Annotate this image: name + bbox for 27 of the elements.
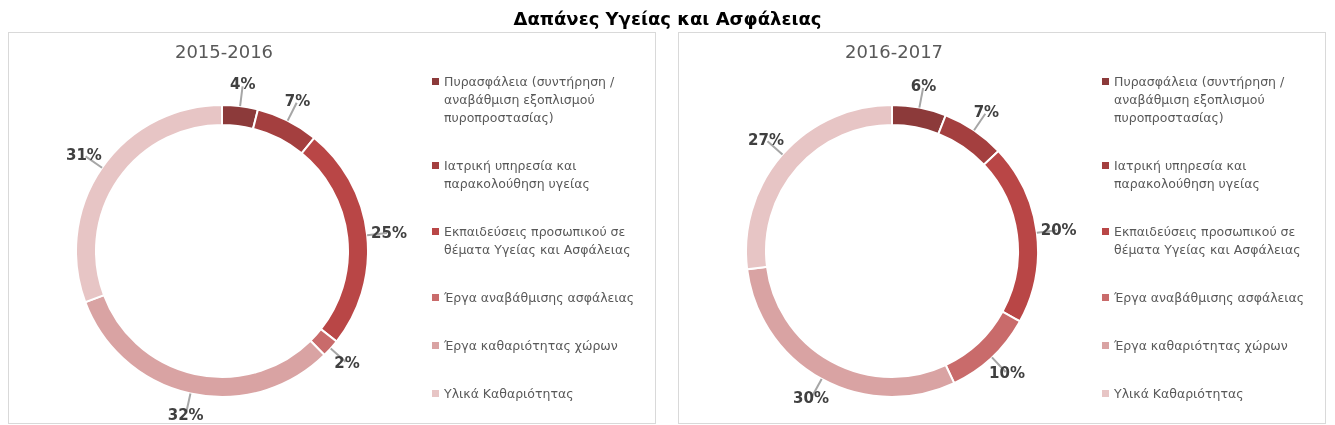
data-label: 31% [66,146,102,165]
legend-label: Πυρασφάλεια (συντήρηση / αναβάθμιση εξοπλισμού πυροπροστασίας) [444,73,616,127]
data-label: 25% [371,223,407,242]
legend-label: Ιατρική υπηρεσία και παρακολούθηση υγείας [444,157,591,193]
legend-label: Έργα αναβάθμισης ασφάλειας [1114,289,1305,307]
legend-label: Εκπαιδεύσεις προσωπικού σε θέματα Υγείας και Ασφάλειας [1114,223,1302,259]
legend-label: Έργα καθαριότητας χώρων [444,337,618,355]
data-label: 30% [793,389,830,408]
data-label: 10% [989,364,1025,383]
data-label: 27% [748,130,784,149]
data-label: 6% [910,76,937,95]
legend-label: Έργα αναβάθμισης ασφάλειας [444,289,635,307]
chart-title: 2016-2017 [843,41,945,62]
chart-title: 2015-2016 [173,41,275,62]
legend-label: Ιατρική υπηρεσία και παρακολούθηση υγείας [1114,157,1261,193]
data-label: 7% [284,91,311,110]
legend-label: Πυρασφάλεια (συντήρηση / αναβάθμιση εξοπλισμού πυροπροστασίας) [1114,73,1286,127]
data-label: 4% [230,75,256,94]
legend-label: Εκπαιδεύσεις προσωπικού σε θέματα Υγείας και Ασφάλειας [444,223,632,259]
legend-label: Υλικά Καθαριότητας [1114,385,1244,403]
text: Δαπάνες Υγείας και Ασφάλειας [512,8,823,29]
data-label: 20% [1040,220,1077,239]
data-label: 7% [973,103,1000,122]
legend-label: Έργα καθαριότητας χώρων [1114,337,1288,355]
data-label: 2% [334,354,360,373]
legend-label: Υλικά Καθαριότητας [444,385,574,403]
data-label: 32% [167,406,204,425]
